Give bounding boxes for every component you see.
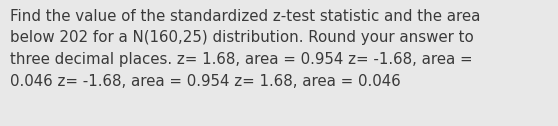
Text: Find the value of the standardized z-test statistic and the area
below 202 for a: Find the value of the standardized z-tes… (10, 9, 480, 89)
